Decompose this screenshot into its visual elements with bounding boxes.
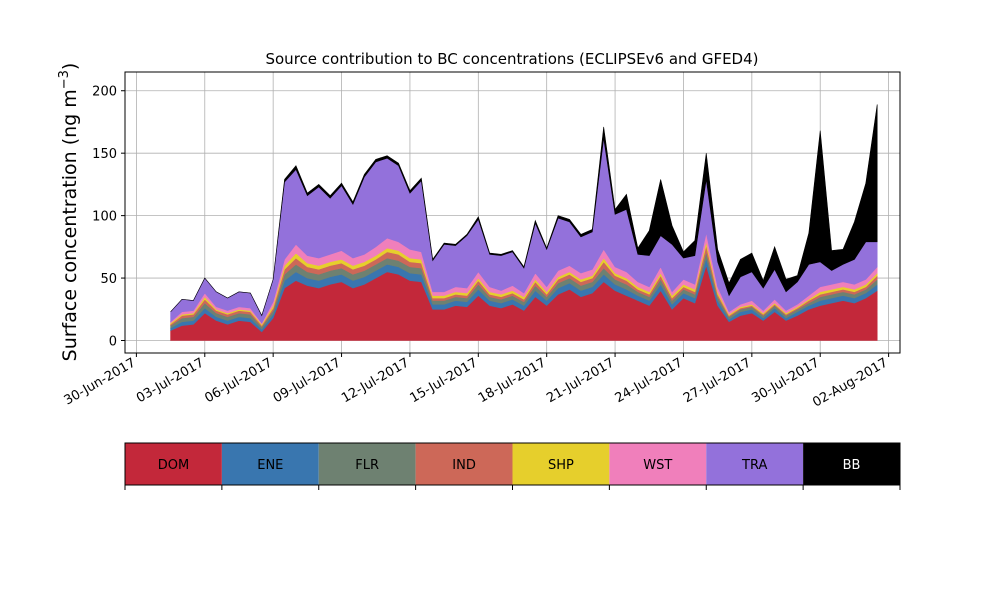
legend-label-wst: WST: [643, 458, 672, 473]
stacked-areas: [170, 104, 878, 341]
legend-label-tra: TRA: [741, 458, 767, 473]
legend-label-dom: DOM: [158, 458, 189, 473]
y-tick-label: 50: [100, 272, 117, 287]
series-area-bb: [170, 104, 878, 317]
legend-swatch-dom: [125, 443, 222, 485]
legend-swatch-ind: [415, 443, 513, 485]
y-axis-label-text: Surface concentration (ng m: [59, 89, 81, 361]
plot-frame: [124, 71, 901, 354]
legend-swatch-bb: [803, 443, 900, 485]
legend-colorbar: DOM ENE FLR IND SHP WST TRA BB: [124, 442, 901, 490]
legend-swatch-flr: [318, 443, 416, 485]
legend-label-bb: BB: [843, 458, 861, 473]
legend-label-flr: FLR: [355, 458, 379, 473]
legend-swatch-tra: [706, 443, 804, 485]
legend-swatch-shp: [512, 443, 610, 485]
y-tick-label: 100: [92, 210, 117, 225]
legend-label-ind: IND: [452, 458, 476, 473]
y-axis-label-exponent: −3: [57, 70, 72, 89]
y-axis-label-close: ): [59, 63, 81, 70]
legend-swatch-wst: [609, 443, 707, 485]
y-tick-label: 0: [109, 335, 117, 350]
legend-swatch-ene: [221, 443, 319, 485]
chart-title: Source contribution to BC concentrations…: [265, 50, 758, 68]
legend-label-shp: SHP: [548, 458, 574, 473]
legend-label-ene: ENE: [257, 458, 283, 473]
y-axis-label: Surface concentration (ng m−3): [57, 63, 81, 362]
legend-frame: [124, 442, 901, 486]
y-tick-label: 200: [92, 85, 117, 100]
y-tick-label: 150: [92, 147, 117, 162]
